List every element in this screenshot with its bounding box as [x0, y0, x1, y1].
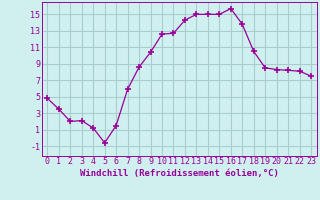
X-axis label: Windchill (Refroidissement éolien,°C): Windchill (Refroidissement éolien,°C)	[80, 169, 279, 178]
